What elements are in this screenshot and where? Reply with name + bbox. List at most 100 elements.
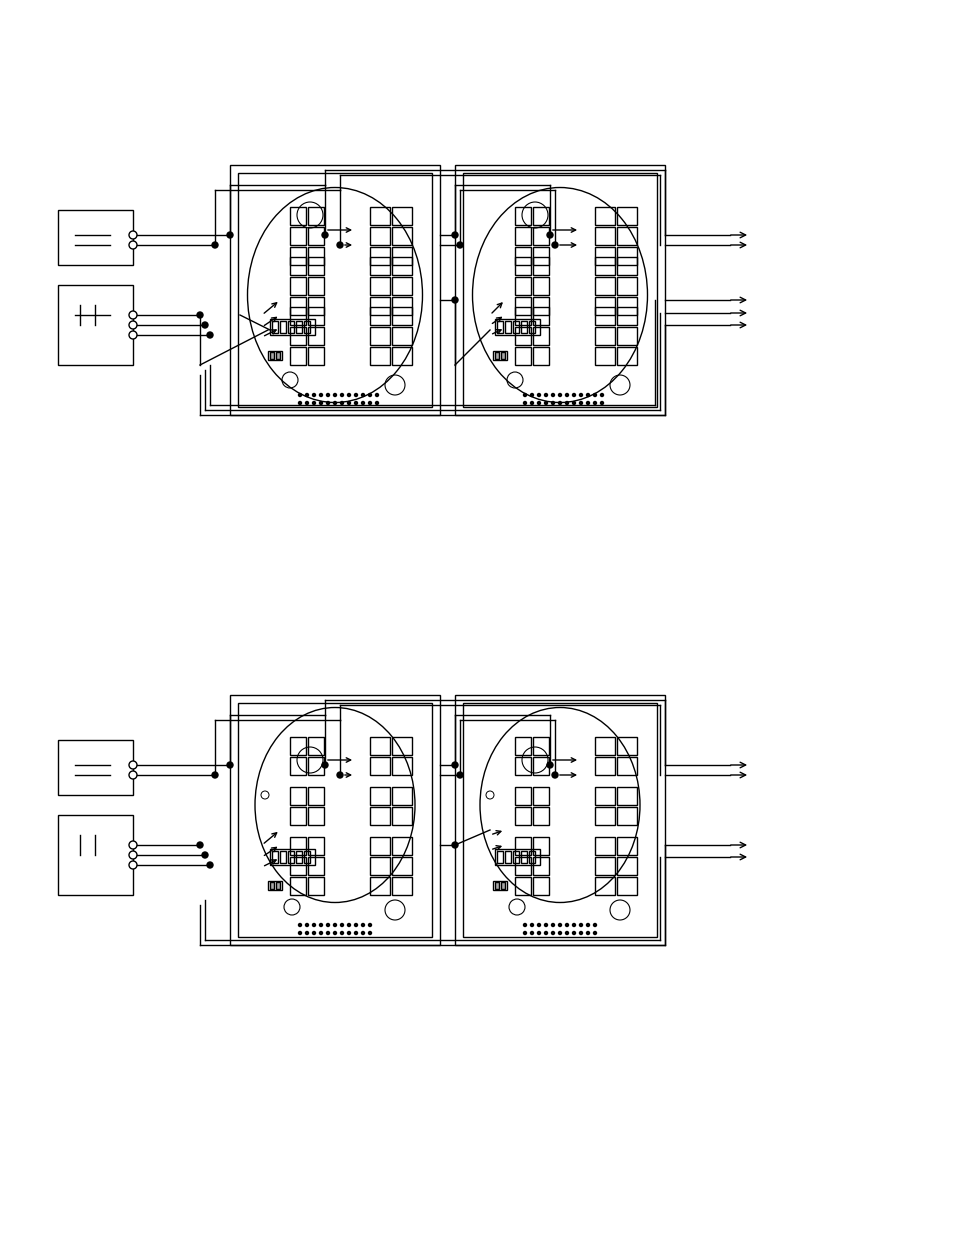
Bar: [392, 296, 412, 315]
Bar: [617, 757, 637, 776]
Bar: [515, 837, 531, 855]
Circle shape: [334, 401, 336, 405]
Bar: [617, 347, 637, 366]
Bar: [308, 347, 324, 366]
Circle shape: [551, 394, 554, 396]
Bar: [308, 257, 324, 275]
Circle shape: [586, 931, 589, 935]
Bar: [370, 837, 390, 855]
Bar: [370, 347, 390, 366]
Circle shape: [375, 401, 378, 405]
Circle shape: [552, 242, 558, 248]
Circle shape: [347, 394, 350, 396]
Bar: [515, 857, 531, 876]
Circle shape: [578, 401, 582, 405]
Circle shape: [347, 924, 350, 926]
Circle shape: [319, 394, 322, 396]
Circle shape: [572, 401, 575, 405]
Bar: [308, 806, 324, 825]
Bar: [370, 757, 390, 776]
Bar: [533, 257, 548, 275]
Circle shape: [375, 394, 378, 396]
Bar: [392, 227, 412, 245]
Bar: [290, 277, 306, 295]
Circle shape: [207, 862, 213, 868]
Circle shape: [340, 931, 343, 935]
Bar: [462, 703, 657, 937]
Bar: [370, 806, 390, 825]
Circle shape: [593, 931, 596, 935]
Circle shape: [558, 924, 561, 926]
Bar: [595, 257, 615, 275]
Bar: [392, 787, 412, 805]
Bar: [270, 352, 274, 359]
Circle shape: [565, 401, 568, 405]
Bar: [595, 327, 615, 345]
Circle shape: [336, 772, 343, 778]
Bar: [280, 851, 286, 863]
Bar: [515, 308, 531, 325]
Bar: [595, 207, 615, 225]
Circle shape: [537, 394, 540, 396]
Bar: [290, 296, 306, 315]
Circle shape: [599, 401, 603, 405]
Bar: [370, 737, 390, 755]
Circle shape: [552, 772, 558, 778]
Circle shape: [578, 931, 582, 935]
Bar: [392, 277, 412, 295]
Bar: [290, 227, 306, 245]
Circle shape: [319, 401, 322, 405]
Bar: [275, 352, 280, 359]
Circle shape: [523, 394, 526, 396]
Bar: [515, 757, 531, 776]
Bar: [275, 882, 280, 889]
Bar: [370, 207, 390, 225]
Bar: [515, 277, 531, 295]
Bar: [370, 327, 390, 345]
Bar: [595, 308, 615, 325]
Circle shape: [523, 401, 526, 405]
Bar: [58, 740, 132, 795]
Bar: [497, 321, 502, 333]
Circle shape: [129, 841, 137, 848]
Circle shape: [129, 771, 137, 779]
Bar: [455, 695, 664, 945]
Bar: [617, 277, 637, 295]
Circle shape: [305, 924, 308, 926]
Circle shape: [558, 394, 561, 396]
Circle shape: [227, 762, 233, 768]
Bar: [58, 210, 132, 266]
Bar: [515, 247, 531, 266]
Bar: [515, 877, 531, 895]
Bar: [270, 882, 274, 889]
Bar: [533, 327, 548, 345]
Bar: [290, 247, 306, 266]
Bar: [513, 321, 518, 333]
Bar: [392, 737, 412, 755]
Circle shape: [334, 931, 336, 935]
Bar: [533, 757, 548, 776]
Bar: [370, 277, 390, 295]
Bar: [617, 327, 637, 345]
Bar: [230, 695, 439, 945]
Bar: [370, 857, 390, 876]
Bar: [533, 308, 548, 325]
Circle shape: [551, 931, 554, 935]
Circle shape: [298, 401, 301, 405]
Bar: [515, 347, 531, 366]
Bar: [617, 837, 637, 855]
Bar: [290, 806, 306, 825]
Circle shape: [129, 861, 137, 869]
Bar: [308, 308, 324, 325]
Bar: [533, 296, 548, 315]
Bar: [617, 207, 637, 225]
Bar: [617, 806, 637, 825]
Bar: [290, 308, 306, 325]
Bar: [533, 247, 548, 266]
Circle shape: [305, 394, 308, 396]
Bar: [515, 296, 531, 315]
Bar: [290, 207, 306, 225]
Bar: [533, 347, 548, 366]
Bar: [617, 737, 637, 755]
Bar: [392, 347, 412, 366]
